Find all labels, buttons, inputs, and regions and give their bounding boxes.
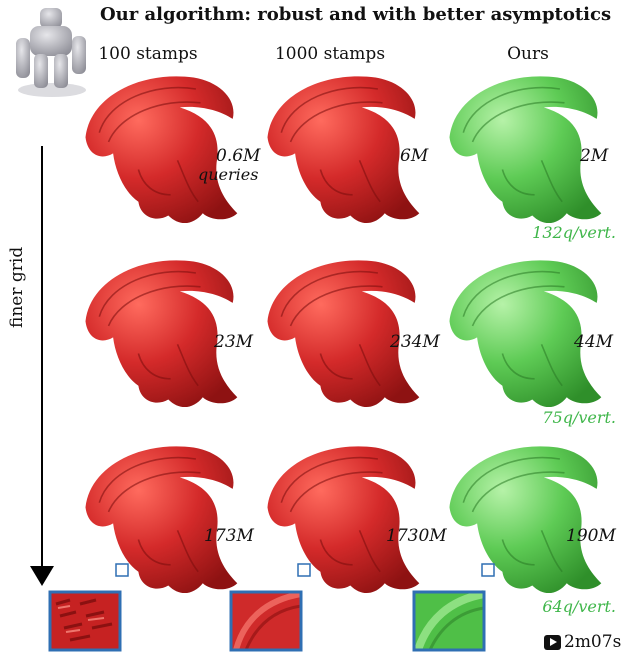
- arrow-down-icon: [30, 146, 54, 586]
- query-count-row3-col2: 1730M: [386, 526, 447, 546]
- zoom-marker-col2: [297, 563, 311, 577]
- zoom-inset-col1: [48, 590, 122, 652]
- video-timestamp: 2m07s: [544, 632, 621, 652]
- column-header-100-stamps: 100 stamps: [98, 44, 198, 64]
- shape-row1-col1: [85, 76, 238, 224]
- query-count-row1-col1: 0.6M: [216, 146, 261, 166]
- robot-figure-icon: [16, 8, 86, 97]
- shape-row3-col1: [85, 446, 238, 594]
- per-vertex-row2: 75q/vert.: [542, 408, 616, 427]
- zoom-marker-col3: [481, 563, 495, 577]
- column-header-1000-stamps: 1000 stamps: [274, 44, 386, 64]
- query-count-row3-col3: 190M: [566, 526, 616, 546]
- axis-label-finer-grid: finer grid: [7, 246, 27, 328]
- column-header-ours: Ours: [507, 44, 549, 64]
- shape-row1-col3: [449, 76, 602, 224]
- per-vertex-row3: 64q/vert.: [542, 597, 616, 616]
- shape-row1-col2: [267, 76, 420, 224]
- zoom-marker-col1: [115, 563, 129, 577]
- per-vertex-row1: 132q/vert.: [532, 223, 616, 242]
- shape-row3-col3: [449, 446, 602, 594]
- play-icon: [544, 634, 561, 650]
- zoom-inset-col2: [229, 590, 303, 652]
- zoom-inset-col3: [412, 590, 486, 652]
- query-count-row3-col1: 173M: [204, 526, 254, 546]
- query-count-row2-col3: 44M: [574, 332, 614, 352]
- figure-title: Our algorithm: robust and with better as…: [100, 4, 612, 25]
- query-sublabel: queries: [198, 165, 259, 184]
- query-count-row1-col2: 6M: [400, 146, 429, 166]
- query-count-row2-col1: 23M: [214, 332, 254, 352]
- shape-row3-col2: [267, 446, 420, 594]
- timestamp-text: 2m07s: [564, 632, 622, 652]
- query-count-row1-col3: 2M: [580, 146, 609, 166]
- query-count-row2-col2: 234M: [390, 332, 440, 352]
